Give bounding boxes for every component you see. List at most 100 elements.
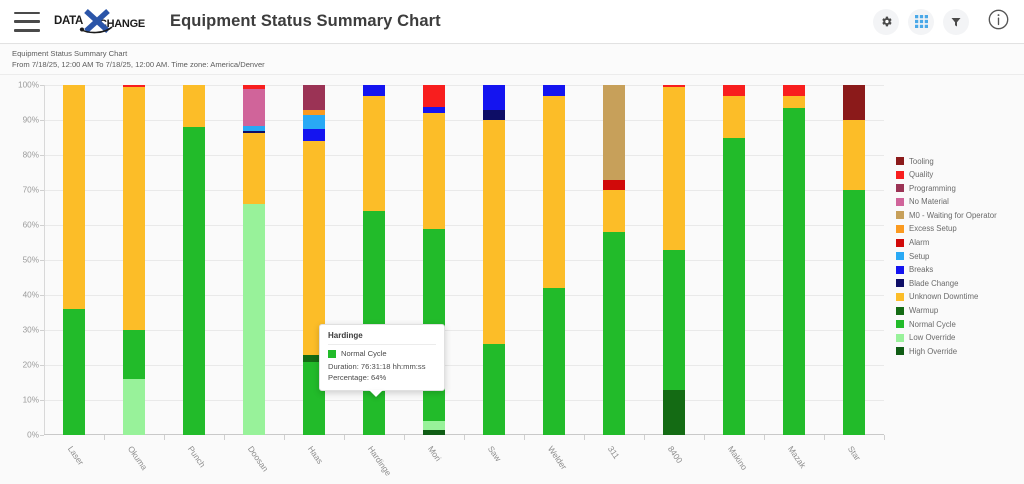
filter-icon[interactable] (943, 8, 969, 35)
info-icon[interactable] (987, 8, 1010, 36)
bar-segment[interactable] (183, 85, 205, 127)
legend-item[interactable]: Blade Change (896, 278, 1024, 288)
bar-segment[interactable] (363, 95, 385, 211)
bar-segment[interactable] (843, 85, 865, 120)
legend-item[interactable]: No Material (896, 197, 1024, 207)
bar-segment[interactable] (423, 430, 445, 435)
bar-segment[interactable] (303, 141, 325, 355)
y-axis-tick-label: 20% (22, 360, 39, 370)
bar-segment[interactable] (243, 125, 265, 131)
bar-segment[interactable] (243, 130, 265, 133)
bar-segment[interactable] (303, 354, 325, 362)
legend-item[interactable]: Low Override (896, 333, 1024, 343)
bar-column[interactable] (243, 85, 265, 435)
stacked-bar[interactable] (603, 85, 625, 435)
bar-column[interactable] (723, 85, 745, 435)
bar-segment[interactable] (483, 120, 505, 344)
bar-segment[interactable] (603, 179, 625, 190)
bar-segment[interactable] (483, 344, 505, 435)
legend-item[interactable]: Breaks (896, 265, 1024, 275)
legend-label: Breaks (909, 265, 934, 275)
bar-segment[interactable] (123, 330, 145, 379)
bar-column[interactable] (63, 85, 85, 435)
bar-segment[interactable] (63, 85, 85, 309)
gridline (44, 400, 884, 401)
bar-segment[interactable] (243, 204, 265, 435)
bar-segment[interactable] (543, 95, 565, 288)
bar-segment[interactable] (843, 120, 865, 190)
bar-segment[interactable] (783, 85, 805, 96)
legend-item[interactable]: Excess Setup (896, 224, 1024, 234)
bar-segment[interactable] (483, 109, 505, 120)
bar-column[interactable] (183, 85, 205, 435)
legend-item[interactable]: M0 - Waiting for Operator (896, 210, 1024, 220)
legend-item[interactable]: Setup (896, 251, 1024, 261)
bar-segment[interactable] (303, 85, 325, 110)
bar-column[interactable] (123, 85, 145, 435)
stacked-bar[interactable] (63, 85, 85, 435)
bar-segment[interactable] (723, 85, 745, 96)
legend-item[interactable]: Unknown Downtime (896, 292, 1024, 302)
bar-segment[interactable] (663, 86, 685, 250)
bar-segment[interactable] (303, 114, 325, 129)
stacked-bar[interactable] (723, 85, 745, 435)
legend-item[interactable]: Warmup (896, 306, 1024, 316)
stacked-bar[interactable] (123, 85, 145, 435)
bar-segment[interactable] (303, 109, 325, 115)
bar-segment[interactable] (123, 379, 145, 435)
stacked-bar[interactable] (663, 85, 685, 435)
bar-segment[interactable] (243, 132, 265, 204)
legend-item[interactable]: Programming (896, 183, 1024, 193)
bar-segment[interactable] (783, 95, 805, 108)
bar-column[interactable] (783, 85, 805, 435)
bar-segment[interactable] (723, 95, 745, 138)
bar-column[interactable] (663, 85, 685, 435)
bar-column[interactable] (483, 85, 505, 435)
bar-segment[interactable] (183, 127, 205, 435)
bar-segment[interactable] (243, 88, 265, 126)
bar-segment[interactable] (483, 85, 505, 110)
bar-segment[interactable] (603, 232, 625, 435)
x-axis-label: Mori (425, 444, 444, 464)
x-axis-tick-mark (764, 435, 765, 440)
stacked-bar[interactable] (243, 85, 265, 435)
bar-segment[interactable] (363, 211, 385, 435)
bar-segment[interactable] (363, 85, 385, 96)
stacked-bar[interactable] (543, 85, 565, 435)
legend-item[interactable]: Quality (896, 170, 1024, 180)
bar-segment[interactable] (123, 86, 145, 330)
bar-segment[interactable] (723, 137, 745, 435)
bar-segment[interactable] (843, 190, 865, 435)
bar-segment[interactable] (423, 85, 445, 108)
bar-segment[interactable] (663, 389, 685, 435)
bar-segment[interactable] (123, 85, 145, 87)
stacked-bar[interactable] (183, 85, 205, 435)
grid-icon[interactable] (908, 8, 934, 35)
legend-item[interactable]: Alarm (896, 238, 1024, 248)
bar-segment[interactable] (63, 309, 85, 435)
bar-segment[interactable] (783, 107, 805, 435)
legend-item[interactable]: Normal Cycle (896, 319, 1024, 329)
stacked-bar[interactable] (783, 85, 805, 435)
bar-column[interactable] (843, 85, 865, 435)
bar-segment[interactable] (543, 288, 565, 435)
bar-column[interactable] (603, 85, 625, 435)
stacked-bar[interactable] (483, 85, 505, 435)
bar-segment[interactable] (603, 190, 625, 232)
bar-segment[interactable] (303, 128, 325, 141)
bar-column[interactable] (543, 85, 565, 435)
legend-item[interactable]: Tooling (896, 156, 1024, 166)
hamburger-menu-icon[interactable] (14, 11, 40, 32)
bar-segment[interactable] (423, 113, 445, 229)
settings-gear-icon[interactable] (873, 8, 899, 35)
gridline (44, 190, 884, 191)
bar-segment[interactable] (423, 107, 445, 113)
bar-segment[interactable] (603, 85, 625, 180)
bar-segment[interactable] (423, 421, 445, 431)
bar-segment[interactable] (543, 85, 565, 96)
legend-item[interactable]: High Override (896, 346, 1024, 356)
bar-segment[interactable] (663, 85, 685, 87)
bar-segment[interactable] (663, 249, 685, 390)
stacked-bar[interactable] (843, 85, 865, 435)
bar-segment[interactable] (243, 85, 265, 89)
